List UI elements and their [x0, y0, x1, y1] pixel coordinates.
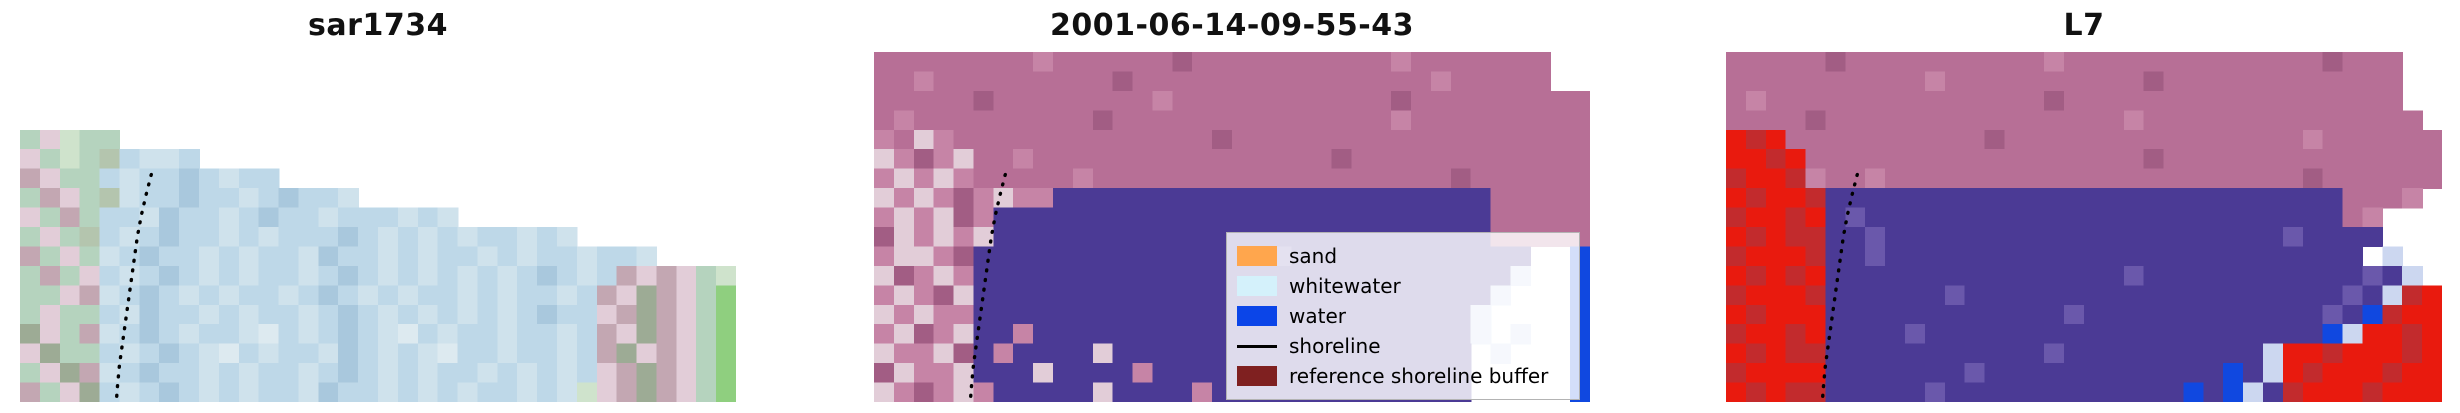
legend: sand whitewater water shoreline reference sh… — [1226, 232, 1580, 400]
classified-image — [874, 52, 1590, 402]
shoreline-dotted-line — [114, 172, 153, 402]
legend-label: whitewater — [1289, 274, 1401, 298]
panel-l7: L7 — [1726, 0, 2442, 413]
legend-label: shoreline — [1289, 334, 1381, 358]
legend-color-swatch — [1237, 306, 1277, 326]
shoreline-dotted-line — [1820, 172, 1859, 402]
legend-label: sand — [1289, 244, 1338, 268]
panel-title-l7: L7 — [2063, 8, 2105, 43]
legend-item-whitewater: whitewater — [1237, 271, 1569, 301]
legend-line-swatch — [1237, 344, 1277, 348]
legend-item-reference-shoreline-buffer: reference shoreline buffer — [1237, 361, 1569, 391]
panel-title-classified: 2001-06-14-09-55-43 — [1050, 8, 1414, 43]
legend-color-swatch — [1237, 366, 1277, 386]
legend-item-water: water — [1237, 301, 1569, 331]
panel-sar1734: sar1734 — [20, 0, 736, 413]
legend-color-swatch — [1237, 246, 1277, 266]
panel-classified: 2001-06-14-09-55-43 sand whitewater water s… — [874, 0, 1590, 413]
shoreline-dotted-line — [968, 172, 1007, 402]
legend-item-sand: sand — [1237, 241, 1569, 271]
sar-image — [20, 129, 736, 402]
legend-label: water — [1289, 304, 1346, 328]
legend-label: reference shoreline buffer — [1289, 364, 1549, 388]
l7-image — [1726, 52, 2442, 402]
panel-title-sar1734: sar1734 — [308, 8, 448, 43]
legend-color-swatch — [1237, 276, 1277, 296]
legend-item-shoreline: shoreline — [1237, 331, 1569, 361]
